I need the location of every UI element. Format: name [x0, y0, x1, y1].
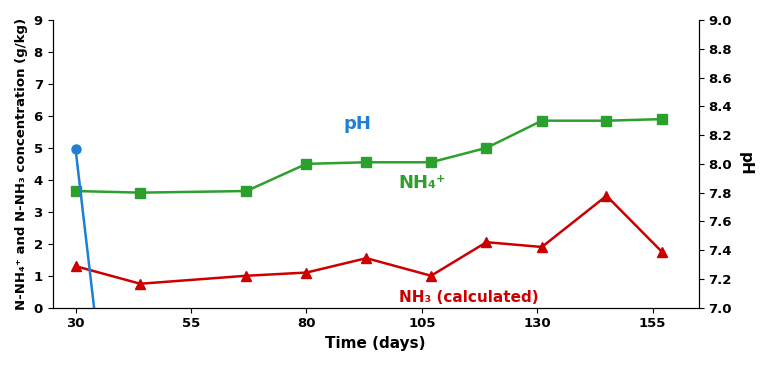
NH₄⁺: [602, 119, 611, 123]
NH₃ (calculated): [362, 256, 371, 260]
NH₃ (calculated): [136, 281, 145, 286]
Line: NH₃ (calculated): NH₃ (calculated): [71, 191, 667, 289]
NH₃ (calculated): [242, 273, 251, 278]
Line: NH₄⁺: NH₄⁺: [71, 115, 667, 197]
NH₄⁺: [362, 160, 371, 164]
Text: pH: pH: [343, 115, 371, 133]
NH₃ (calculated): [602, 194, 611, 198]
X-axis label: Time (days): Time (days): [326, 336, 426, 351]
NH₄⁺: [482, 146, 491, 150]
NH₄⁺: [302, 162, 311, 166]
NH₄⁺: [242, 189, 251, 193]
NH₃ (calculated): [657, 250, 667, 254]
NH₄⁺: [657, 117, 667, 121]
NH₄⁺: [71, 189, 80, 193]
NH₃ (calculated): [426, 273, 435, 278]
pH: [71, 147, 80, 152]
NH₃ (calculated): [538, 245, 547, 249]
Text: NH₄⁺: NH₄⁺: [399, 174, 446, 192]
Y-axis label: N-NH₄⁺ and N-NH₃ concentration (g/kg): N-NH₄⁺ and N-NH₃ concentration (g/kg): [15, 18, 28, 310]
NH₄⁺: [426, 160, 435, 164]
NH₄⁺: [136, 190, 145, 195]
NH₃ (calculated): [482, 240, 491, 244]
Y-axis label: pH: pH: [738, 152, 753, 176]
Text: NH₃ (calculated): NH₃ (calculated): [399, 290, 538, 305]
Line: pH: pH: [71, 145, 667, 366]
NH₃ (calculated): [302, 270, 311, 275]
NH₃ (calculated): [71, 264, 80, 268]
NH₄⁺: [538, 119, 547, 123]
